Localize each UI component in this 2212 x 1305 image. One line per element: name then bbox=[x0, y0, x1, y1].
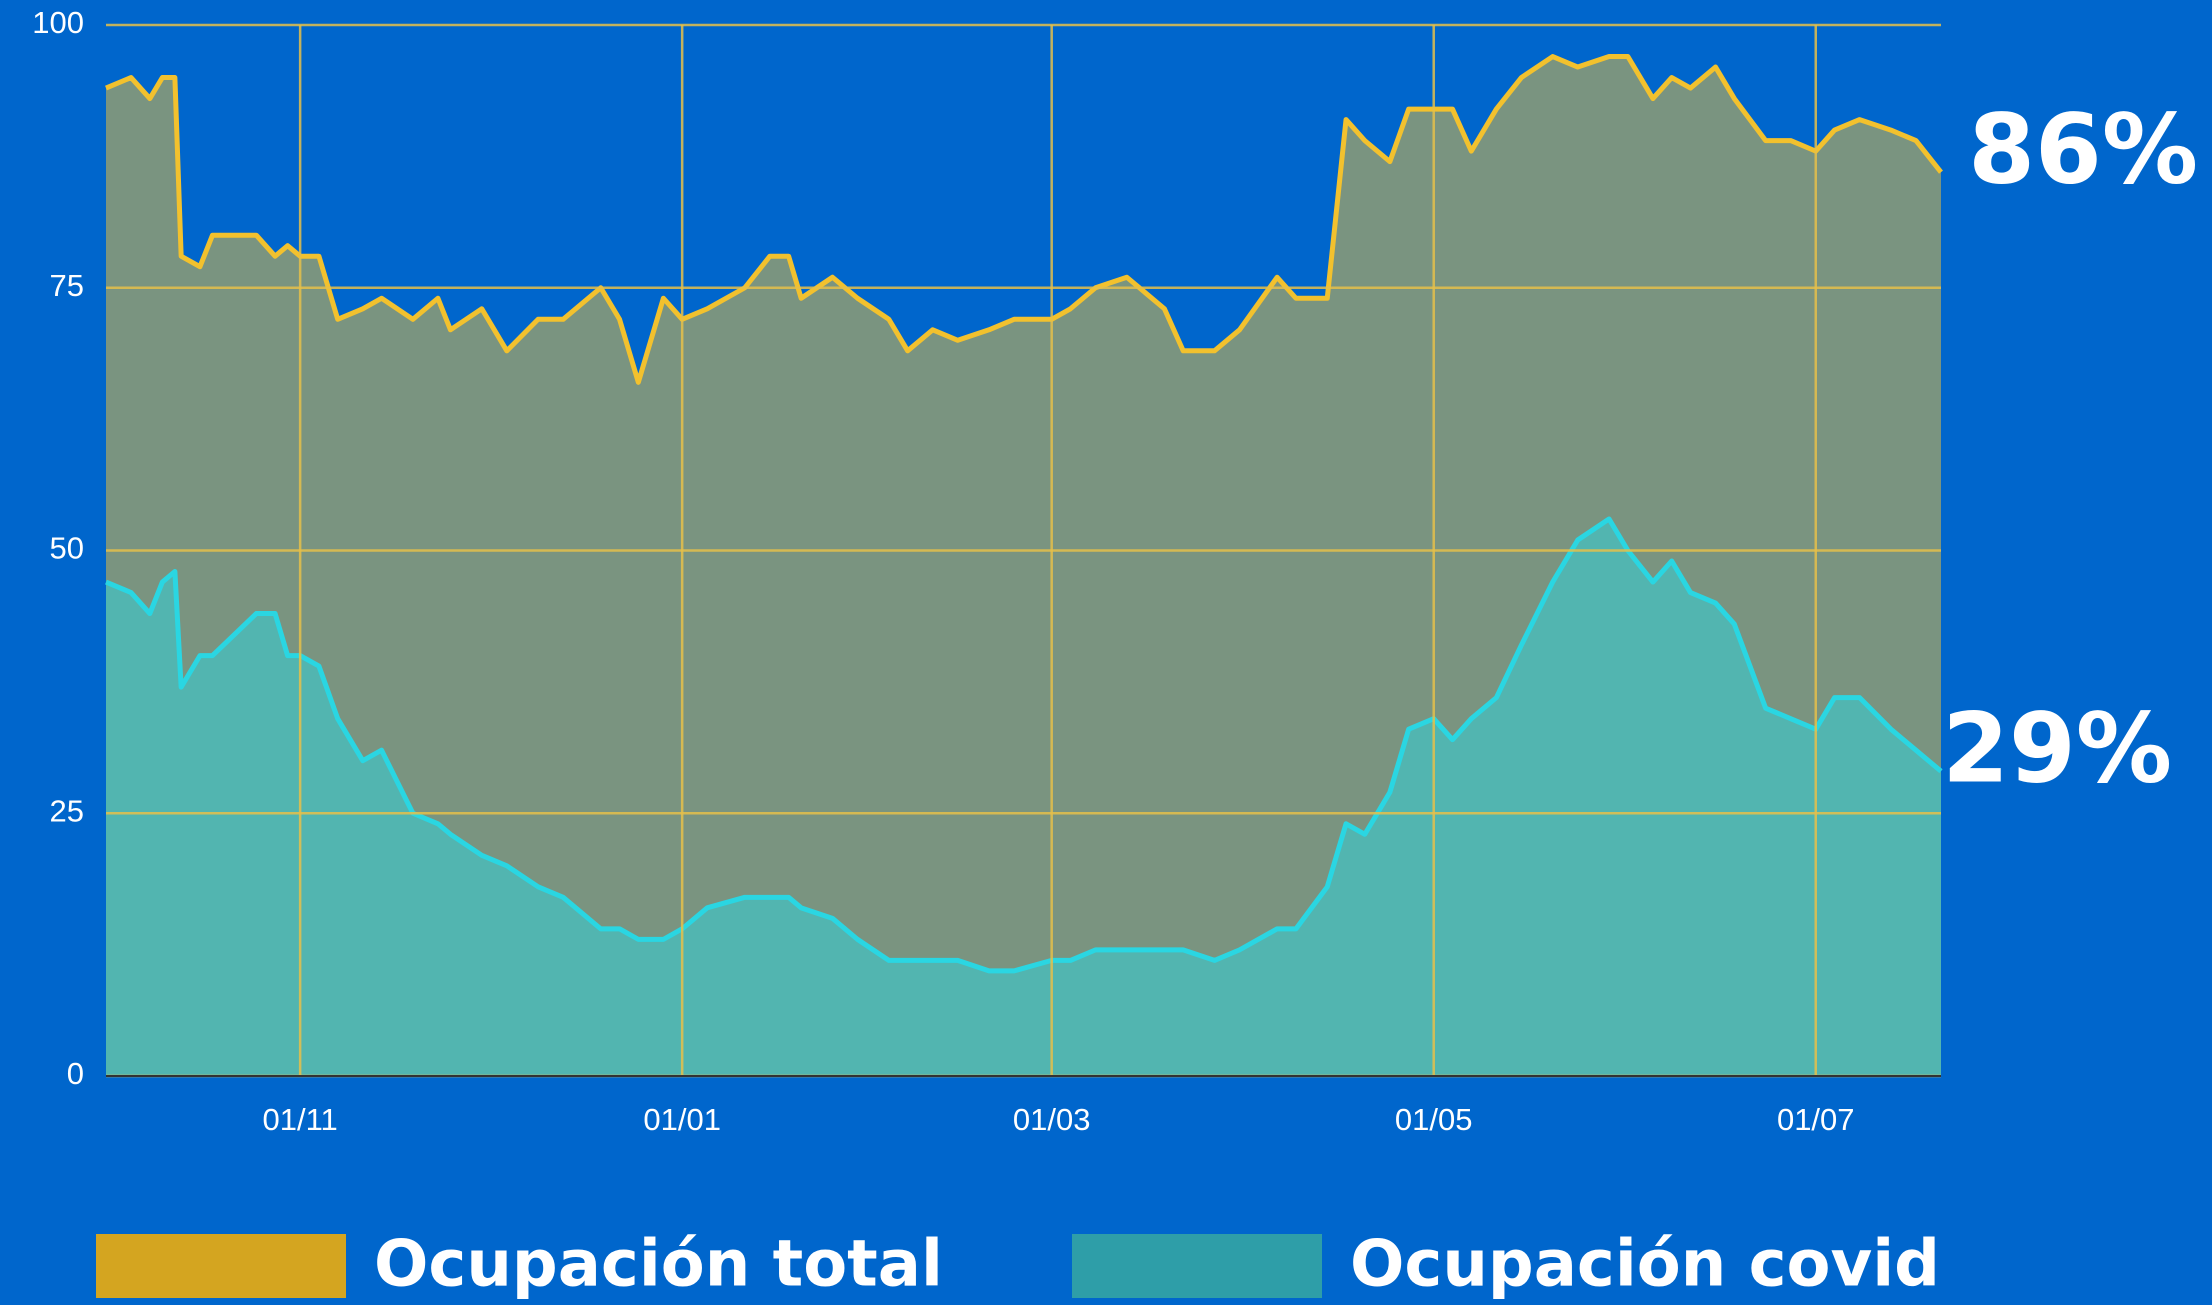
x-tick-label: 01/01 bbox=[643, 1102, 721, 1137]
legend-swatch bbox=[96, 1234, 346, 1298]
y-tick-label: 50 bbox=[50, 531, 84, 566]
y-tick-label: 100 bbox=[32, 5, 84, 40]
y-tick-label: 75 bbox=[50, 268, 84, 303]
x-tick-label: 01/11 bbox=[263, 1102, 338, 1137]
area bbox=[106, 518, 1941, 1076]
y-tick-label: 0 bbox=[67, 1056, 84, 1091]
legend-label: Ocupación total bbox=[374, 1228, 943, 1302]
annotation: 29% bbox=[1942, 693, 2172, 805]
x-tick-label: 01/03 bbox=[1013, 1102, 1091, 1137]
x-tick-label: 01/05 bbox=[1395, 1102, 1473, 1137]
legend-swatch bbox=[1072, 1234, 1322, 1298]
x-tick-label: 01/07 bbox=[1777, 1102, 1855, 1137]
line bbox=[105, 54, 1943, 385]
legend-label: Ocupación covid bbox=[1350, 1228, 1940, 1302]
line bbox=[105, 516, 1943, 974]
y-tick-label: 25 bbox=[50, 793, 84, 828]
annotation: 86% bbox=[1968, 93, 2198, 205]
